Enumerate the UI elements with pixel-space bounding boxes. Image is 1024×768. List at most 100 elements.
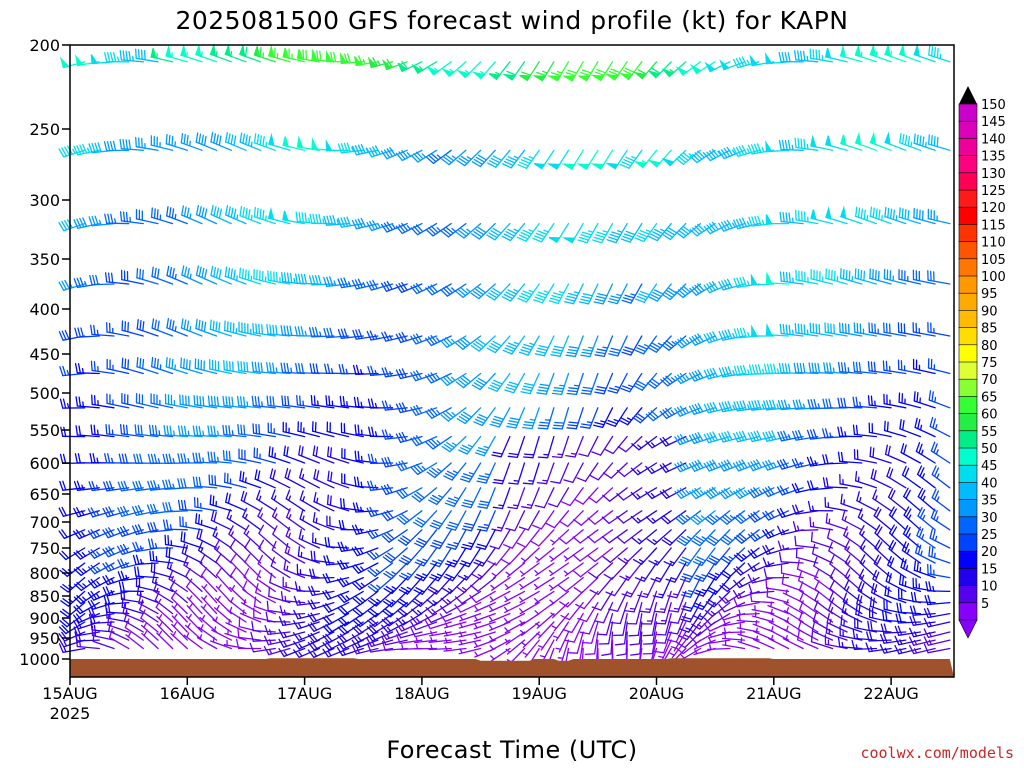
wind-barb: [795, 547, 819, 564]
wind-barb: [367, 562, 394, 577]
colorbar-label: 15: [981, 562, 998, 577]
wind-barb: [762, 459, 790, 471]
wind-barb: [621, 283, 643, 304]
wind-barb: [879, 644, 907, 654]
wind-barb: [655, 601, 672, 625]
wind-barb: [869, 43, 892, 63]
wind-barb: [222, 449, 247, 464]
wind-barb: [559, 510, 584, 528]
wind-barb: [807, 500, 834, 512]
wind-barb: [792, 504, 819, 515]
wind-barb: [884, 131, 907, 151]
wind-barb: [267, 270, 291, 285]
colorbar-label: 95: [981, 287, 998, 302]
wind-barb: [185, 613, 203, 633]
wind-barb: [284, 542, 306, 564]
wind-barb: [165, 357, 188, 375]
wind-barb: [868, 322, 892, 337]
wind-barb: [134, 566, 159, 579]
wind-barb: [887, 555, 907, 579]
wind-barb: [857, 508, 878, 531]
wind-barb: [351, 562, 379, 574]
wind-barb: [490, 576, 511, 591]
wind-barb: [238, 448, 262, 464]
wind-barb: [748, 583, 775, 594]
wind-barb: [124, 618, 144, 641]
wind-barb: [327, 446, 350, 464]
wind-barb: [194, 358, 218, 375]
wind-barb: [180, 43, 203, 63]
wind-barb: [608, 590, 628, 612]
wind-barb: [628, 612, 643, 637]
wind-barb: [102, 575, 130, 586]
wind-barb: [119, 423, 144, 438]
wind-barb: [323, 327, 350, 339]
wind-barb: [537, 435, 555, 459]
wind-barb: [224, 132, 247, 151]
wind-barb: [566, 372, 584, 396]
wind-barb: [736, 615, 760, 623]
wind-barb: [576, 149, 599, 170]
wind-barb: [614, 621, 628, 646]
y-tick-label: 700: [29, 513, 60, 532]
wind-barb: [471, 61, 496, 80]
wind-barb: [410, 149, 438, 163]
wind-barb: [199, 614, 218, 633]
wind-barb: [573, 576, 599, 594]
wind-barb: [135, 48, 159, 63]
wind-barb: [777, 399, 804, 411]
wind-barb: [414, 547, 438, 567]
wind-barb: [381, 331, 408, 342]
wind-barb: [705, 529, 731, 547]
wind-barb: [341, 447, 364, 464]
wind-barb: [243, 524, 262, 549]
wind-barb: [58, 506, 86, 517]
y-tick-label: 550: [29, 421, 60, 440]
wind-barb: [443, 562, 467, 582]
wind-barb: [576, 462, 599, 482]
wind-barb: [73, 601, 100, 615]
wind-barb: [633, 61, 658, 80]
wind-barb: [397, 590, 423, 608]
wind-barb: [210, 265, 232, 285]
wind-barb: [718, 219, 746, 232]
wind-barb: [534, 562, 555, 577]
wind-barb: [354, 55, 379, 67]
wind-barb: [753, 635, 775, 650]
wind-barb: [395, 460, 423, 472]
wind-barb: [561, 487, 584, 507]
wind-barb: [352, 601, 379, 617]
wind-barb: [844, 540, 863, 564]
wind-barb: [865, 642, 892, 653]
wind-barb: [486, 222, 511, 241]
wind-barb: [59, 562, 86, 577]
wind-barb: [874, 539, 892, 564]
wind-barb: [471, 149, 496, 168]
wind-barb: [396, 510, 423, 525]
wind-barb: [880, 623, 907, 634]
wind-barb: [869, 131, 892, 151]
wind-barb: [104, 272, 130, 285]
wind-barb: [824, 48, 848, 63]
wind-barb: [580, 335, 599, 358]
wind-barb: [256, 569, 276, 593]
wind-barb: [353, 476, 379, 489]
wind-barb: [165, 546, 188, 564]
wind-barb: [439, 601, 467, 614]
wind-barb: [808, 362, 834, 375]
wind-barb: [492, 462, 511, 485]
wind-barb: [732, 145, 760, 157]
wind-barb: [718, 400, 746, 413]
wind-barb: [733, 529, 760, 544]
wind-barb: [132, 480, 159, 492]
wind-barb: [105, 423, 130, 438]
wind-barb: [868, 422, 892, 438]
colorbar-label: 135: [981, 150, 1006, 165]
wind-barb: [839, 473, 863, 489]
wind-barb: [605, 149, 628, 170]
wind-barb: [795, 209, 819, 225]
wind-barb: [249, 642, 276, 653]
wind-barb: [398, 547, 423, 566]
colorbar-label: 25: [981, 528, 998, 543]
wind-barb: [58, 621, 86, 635]
